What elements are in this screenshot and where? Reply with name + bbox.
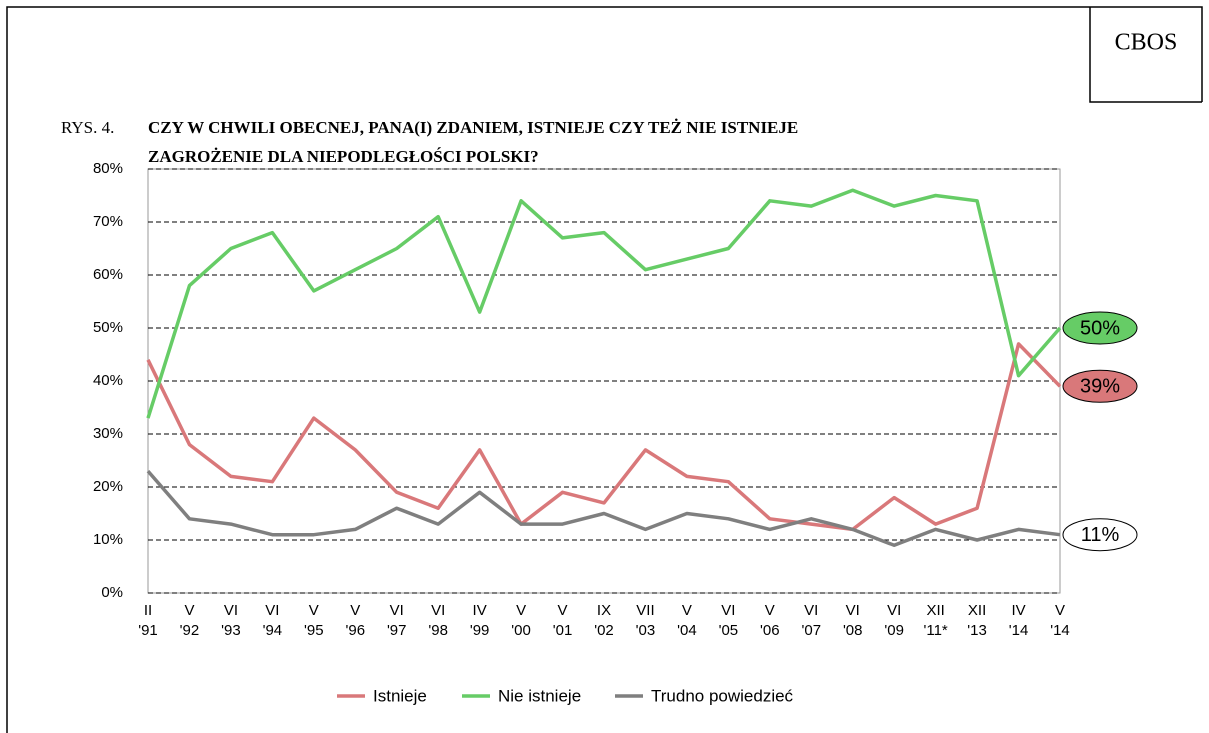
x-tick-label: '04 (677, 622, 697, 639)
x-tick-label: '00 (511, 622, 531, 639)
x-tick-label: '94 (263, 622, 283, 639)
x-tick-label: '14 (1009, 622, 1029, 639)
x-tick-label: '06 (760, 622, 780, 639)
series-line (146, 342, 1062, 532)
x-tick-label: XII (968, 602, 986, 619)
x-tick-label: V (309, 602, 319, 619)
y-tick-label: 70% (93, 213, 123, 230)
x-tick-label: '13 (967, 622, 987, 639)
x-tick-label: '92 (180, 622, 200, 639)
legend-label: Trudno powiedzieć (651, 686, 794, 705)
end-label-badge (1062, 311, 1138, 345)
x-tick-label: '93 (221, 622, 241, 639)
series-line (146, 469, 1061, 548)
end-label-badge (1062, 369, 1138, 403)
x-tick-label: IV (1011, 602, 1025, 619)
y-tick-label: 50% (93, 319, 123, 336)
x-tick-label: V (1055, 602, 1065, 619)
x-tick-label: VI (224, 602, 238, 619)
x-tick-label: VI (265, 602, 279, 619)
x-tick-label: '97 (387, 622, 407, 639)
x-tick-label: VI (804, 602, 818, 619)
source: CBOS (1115, 30, 1178, 56)
x-tick-label: V (350, 602, 360, 619)
x-tick-label: VI (721, 602, 735, 619)
x-tick-label: V (682, 602, 692, 619)
series-line (146, 188, 1062, 419)
chart-title: ZAGROŻENIE DLA NIEPODLEGŁOŚCI POLSKI? (148, 147, 539, 166)
x-tick-label: VII (636, 602, 654, 619)
x-tick-label: '08 (843, 622, 863, 639)
y-tick-label: 0% (101, 584, 123, 601)
x-tick-label: '99 (470, 622, 490, 639)
x-tick-label: '95 (304, 622, 324, 639)
y-tick-label: 40% (93, 372, 123, 389)
x-tick-label: V (558, 602, 568, 619)
end-label: 50% (1080, 317, 1120, 339)
x-tick-label: '01 (553, 622, 573, 639)
x-tick-label: '07 (801, 622, 821, 639)
x-tick-label: IX (597, 602, 611, 619)
x-tick-label: '96 (345, 622, 365, 639)
x-tick-label: '02 (594, 622, 614, 639)
x-tick-label: VI (846, 602, 860, 619)
y-tick-label: 80% (93, 160, 123, 177)
x-tick-label: XII (926, 602, 944, 619)
source-box (1089, 7, 1202, 103)
x-tick-label: '03 (636, 622, 656, 639)
x-tick-label: V (516, 602, 526, 619)
y-tick-label: 20% (93, 478, 123, 495)
x-tick-label: IV (473, 602, 487, 619)
x-tick-label: '11* (923, 622, 947, 639)
end-label-badge (1062, 518, 1138, 552)
legend-label: Nie istnieje (498, 686, 581, 705)
x-tick-label: '05 (719, 622, 739, 639)
legend-label: Istnieje (373, 686, 427, 705)
y-tick-label: 60% (93, 266, 123, 283)
x-tick-label: V (184, 602, 194, 619)
x-tick-label: VI (431, 602, 445, 619)
x-tick-label: V (765, 602, 775, 619)
figure-label: RYS. 4. (61, 118, 114, 137)
end-label: 11% (1081, 524, 1120, 546)
x-tick-label: '14 (1050, 622, 1070, 639)
page-border (6, 6, 1203, 733)
end-label: 39% (1080, 376, 1120, 398)
x-tick-label: '09 (884, 622, 904, 639)
x-tick-label: II (144, 602, 152, 619)
y-tick-label: 10% (93, 531, 123, 548)
x-tick-label: '98 (428, 622, 448, 639)
y-tick-label: 30% (93, 425, 123, 442)
x-tick-label: '91 (138, 622, 158, 639)
x-tick-label: VI (390, 602, 404, 619)
chart-title: CZY W CHWILI OBECNEJ, PANA(I) ZDANIEM, I… (148, 118, 798, 137)
x-tick-label: VI (887, 602, 901, 619)
